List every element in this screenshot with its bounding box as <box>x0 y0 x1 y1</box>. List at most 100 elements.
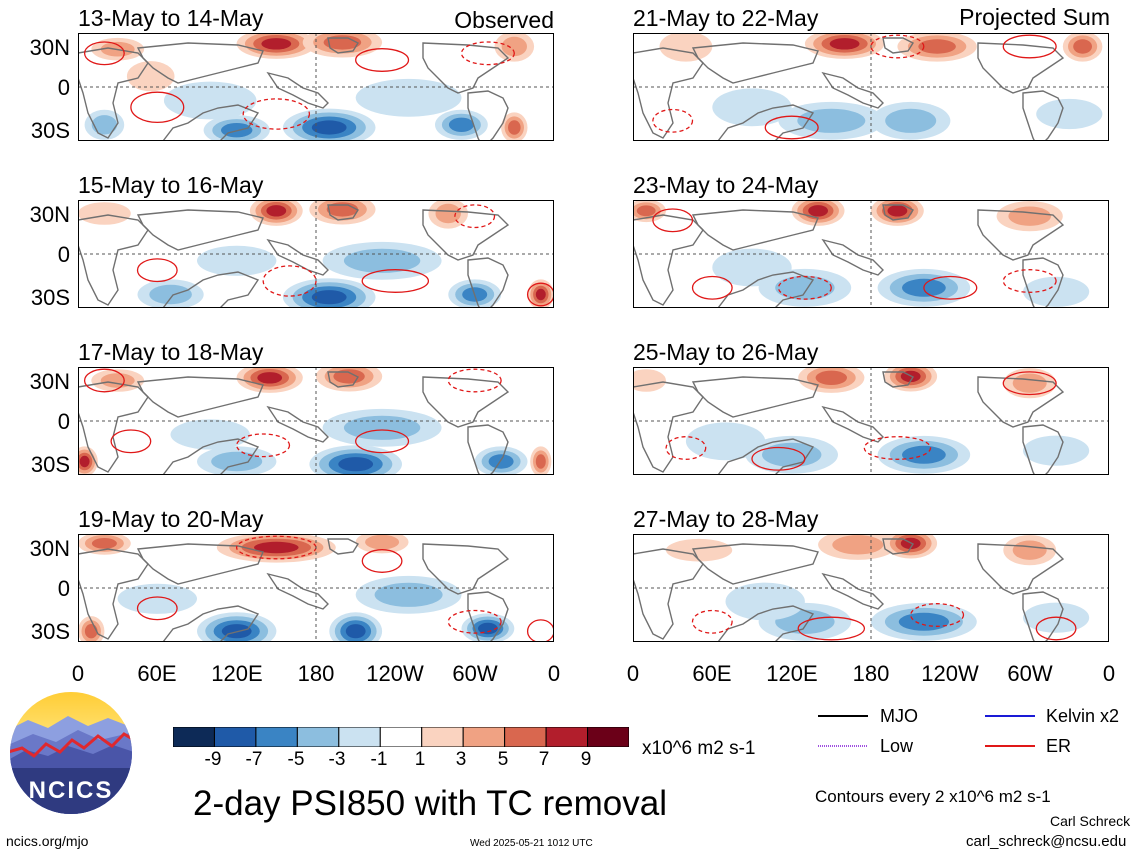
coastline <box>712 104 815 141</box>
colorbar-swatch <box>255 727 298 747</box>
shading-blob <box>91 538 117 549</box>
coastline <box>633 214 704 306</box>
shading-layer <box>84 33 535 141</box>
colorbar-swatch <box>421 727 464 747</box>
legend-line-er <box>985 745 1035 747</box>
coastline <box>157 104 260 141</box>
er-contour-layer <box>652 208 1057 300</box>
er-contour <box>242 98 311 130</box>
er-contour <box>83 368 125 393</box>
map-frame <box>633 200 1109 308</box>
shading-blob <box>887 205 908 217</box>
er-contour <box>652 208 694 233</box>
shading-blob <box>815 370 847 385</box>
coastline <box>78 548 149 640</box>
coastline <box>78 47 149 139</box>
colorbar-label-m3: -3 <box>328 749 346 770</box>
shading-blob <box>1073 39 1092 54</box>
shading-blob <box>508 120 521 135</box>
coastline <box>977 376 1065 428</box>
er-contour <box>923 275 978 300</box>
er-contour <box>110 429 152 454</box>
xtick-left-60w: 60W <box>452 661 498 686</box>
map-panel-projected-3 <box>633 367 1109 475</box>
panel-title-observed-3: 17-May to 18-May <box>78 339 264 365</box>
colorbar-swatch <box>545 727 589 747</box>
shading-layer <box>78 367 552 475</box>
colorbar-units: x10^6 m2 s-1 <box>642 738 756 759</box>
legend-label-mjo: MJO <box>880 706 918 726</box>
shading-blob <box>666 538 733 562</box>
shading-blob <box>885 108 937 133</box>
shading-blob <box>365 534 400 550</box>
ytick-30n-row2: 30N <box>29 202 70 227</box>
ytick-30s-row1: 30S <box>30 118 70 143</box>
legend-label-kelvin: Kelvin x2 <box>1046 706 1120 726</box>
coastline <box>266 405 329 443</box>
colorbar-swatch <box>173 727 215 747</box>
colorbar-swatch <box>296 727 340 747</box>
coastline <box>821 71 884 109</box>
shading-blob <box>808 205 828 217</box>
shading-blob <box>91 115 118 135</box>
xtick-left-60e: 60E <box>137 661 177 686</box>
coastline <box>633 47 704 139</box>
coastline-layer <box>633 204 1065 308</box>
shading-layer <box>633 200 1090 307</box>
shading-blob <box>345 624 366 639</box>
shading-blob <box>535 288 546 301</box>
er-contour <box>797 616 866 641</box>
coastline <box>136 42 264 84</box>
observed-label: Observed <box>454 7 554 33</box>
er-contour-layer <box>652 34 1057 140</box>
er-contour <box>751 446 806 471</box>
coastline <box>1022 90 1064 141</box>
coastline <box>882 538 915 555</box>
coastline-layer <box>78 37 510 141</box>
er-contour <box>1035 616 1077 641</box>
er-contour <box>1002 371 1057 396</box>
coastline <box>136 543 264 585</box>
shading-blob <box>1008 206 1051 226</box>
coastline <box>327 204 360 221</box>
map-panel-projected-2 <box>633 200 1109 308</box>
er-contour-layer <box>691 603 1077 641</box>
shading-blob <box>78 202 131 225</box>
colorbar-swatch <box>504 727 547 747</box>
shading-blob <box>435 203 461 224</box>
coastline <box>1022 424 1064 475</box>
coastline-layer <box>78 204 510 308</box>
xtick-left-180: 180 <box>297 661 335 686</box>
er-contour <box>454 204 496 229</box>
coastline <box>422 543 510 595</box>
er-contour <box>910 603 965 627</box>
coastline-layer <box>633 37 1065 141</box>
coastline <box>327 538 360 555</box>
map-panel-projected-4 <box>633 534 1109 642</box>
er-contour <box>361 549 403 573</box>
shading-blob <box>323 35 362 50</box>
legend-line-mjo <box>818 715 868 717</box>
panel-title-observed-1: 13-May to 14-May <box>78 5 264 31</box>
xtick-right-180: 180 <box>852 661 890 686</box>
coastline <box>327 37 360 54</box>
shading-blob <box>762 442 822 467</box>
ytick-30s-row2: 30S <box>30 285 70 310</box>
coastline <box>1022 257 1064 308</box>
shading-blob <box>343 248 421 273</box>
shading-blob <box>211 451 263 472</box>
coastline <box>467 90 509 141</box>
xtick-left-0: 0 <box>71 661 85 686</box>
shading-blob <box>311 290 347 305</box>
coastline <box>157 271 260 308</box>
coastline <box>157 438 260 475</box>
xtick-right-0-end: 0 <box>1102 661 1116 686</box>
panel-title-projected-3: 25-May to 26-May <box>633 339 819 365</box>
xtick-left-120w: 120W <box>366 661 424 686</box>
footer-url[interactable]: ncics.org/mjo <box>6 833 89 849</box>
coastline <box>266 71 329 109</box>
coastline-layer <box>633 371 1065 475</box>
shading-blob <box>355 78 462 117</box>
coastline <box>712 271 815 308</box>
footer-email[interactable]: carl_schreck@ncsu.edu <box>966 833 1127 850</box>
